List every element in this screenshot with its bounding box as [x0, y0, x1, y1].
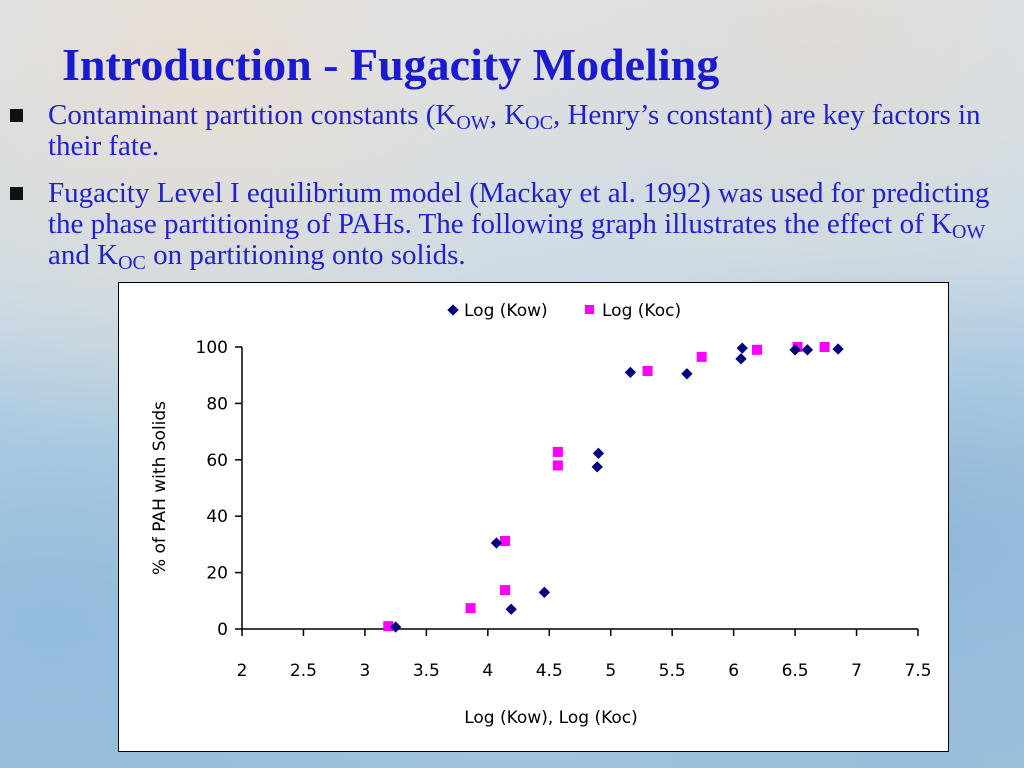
x-tick-label: 5: [605, 661, 616, 681]
x-tick-label: 2.5: [290, 661, 317, 681]
koc-point: [383, 621, 394, 632]
y-tick-label: 80: [206, 394, 228, 414]
y-tick-label: 60: [206, 451, 228, 471]
x-tick-label: 5.5: [659, 661, 686, 681]
kow-point: [736, 342, 748, 354]
legend-kow-marker: [447, 304, 459, 316]
kow-point: [592, 447, 605, 459]
legend-koc-label: Log (Koc): [602, 301, 681, 321]
kow-point: [832, 343, 844, 355]
koc-point: [500, 585, 511, 596]
kow-point: [801, 344, 814, 356]
x-tick-label: 3: [359, 661, 370, 681]
legend-kow-label: Log (Kow): [464, 301, 548, 321]
scatter-chart: Log (Kow) Log (Koc) Log (Kow), Log (Koc)…: [118, 282, 949, 752]
koc-point: [552, 460, 563, 471]
koc-point: [819, 342, 830, 352]
kow-point: [505, 603, 517, 615]
bullet-text: Fugacity Level I equilibrium model (Mack…: [48, 177, 990, 274]
x-tick-label: 4.5: [536, 661, 563, 681]
x-tick-label: 7: [851, 661, 862, 681]
y-tick-label: 40: [206, 507, 228, 527]
bullet-text: Contaminant partition constants (KOW, KO…: [48, 99, 981, 162]
kow-point: [735, 353, 747, 365]
x-tick-label: 3.5: [413, 661, 440, 681]
x-tick-label: 4: [482, 661, 493, 681]
x-tick-label: 2: [237, 661, 248, 681]
square-bullet-icon: [10, 109, 23, 122]
y-tick-label: 100: [196, 338, 228, 358]
chart-svg: Log (Kow) Log (Koc) Log (Kow), Log (Koc)…: [150, 301, 932, 728]
x-axis-label: Log (Kow), Log (Koc): [464, 708, 638, 728]
x-tick-label: 7.5: [904, 661, 931, 681]
square-bullet-icon: [10, 187, 23, 200]
kow-point: [591, 461, 603, 473]
kow-point: [538, 586, 551, 598]
koc-point: [465, 603, 476, 614]
y-tick-label: 0: [217, 620, 228, 640]
kow-point: [389, 621, 402, 633]
koc-point: [751, 344, 762, 355]
koc-point: [642, 365, 653, 376]
y-tick-label: 20: [206, 564, 228, 584]
slide-title: Introduction - Fugacity Modeling: [62, 39, 720, 90]
y-axis-label: % of PAH with Solids: [150, 401, 170, 575]
kow-point: [624, 366, 637, 379]
koc-point: [552, 446, 563, 457]
kow-point: [681, 368, 693, 380]
x-tick-label: 6.5: [782, 661, 809, 681]
koc-point: [696, 351, 707, 362]
legend-koc-marker: [585, 305, 594, 314]
legend: Log (Kow) Log (Koc): [447, 301, 681, 321]
koc-point: [500, 536, 511, 547]
x-tick-label: 6: [728, 661, 739, 681]
